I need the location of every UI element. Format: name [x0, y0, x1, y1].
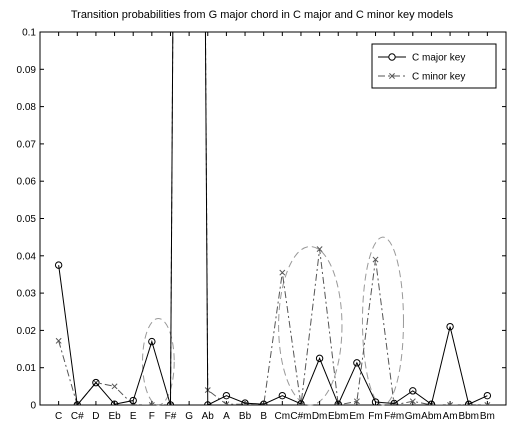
x-tick-label: G [185, 411, 193, 422]
x-tick-label: Bm [480, 411, 495, 422]
y-tick-label: 0.06 [17, 177, 37, 188]
point-x [167, 402, 174, 405]
point-circle [390, 399, 398, 405]
x-tick-label: B [260, 411, 267, 422]
plot-area [39, 31, 507, 406]
point-circle [315, 354, 324, 363]
x-tick-label: C [55, 411, 62, 422]
legend-box [371, 43, 497, 89]
point-x [484, 402, 491, 405]
y-tick-label: 0.1 [22, 28, 36, 39]
point-circle [483, 391, 492, 400]
x-tick-label: D [92, 411, 99, 422]
x-tick-label: Abm [421, 411, 442, 422]
legend-marker-circle [388, 53, 396, 61]
point-x [111, 383, 118, 390]
point-x [353, 398, 360, 405]
point-circle [110, 400, 119, 405]
series-layer [54, 32, 492, 405]
x-tick-label: Am [443, 411, 458, 422]
y-tick-label: 0.04 [17, 251, 37, 262]
legend-marker-x [389, 73, 395, 79]
point-circle [334, 400, 342, 405]
point-circle [278, 391, 287, 400]
point-x [279, 269, 286, 276]
point-x [55, 337, 62, 344]
y-tick-label: 0.09 [17, 65, 37, 76]
x-tick-label: C# [71, 411, 84, 422]
x-tick-label: Em [349, 411, 364, 422]
point-circle [297, 400, 305, 405]
point-circle [148, 337, 156, 346]
point-x [316, 246, 323, 253]
point-circle [371, 398, 380, 405]
point-x [447, 402, 454, 405]
point-circle [446, 322, 454, 331]
x-tick-label: E [130, 411, 137, 422]
point-circle [259, 400, 268, 405]
point-circle [166, 401, 175, 405]
x-tick-label: C#m [290, 411, 311, 422]
legend-label: C minor key [412, 72, 465, 83]
point-circle [73, 401, 81, 405]
point-circle [427, 400, 436, 405]
x-tick-label: Bbm [458, 411, 479, 422]
x-tick-label: A [223, 411, 230, 422]
point-x [335, 402, 342, 405]
y-tick-label: 0.01 [17, 363, 37, 374]
y-axis: 0 0.01 0.02 0.03 0.04 0.05 0.06 0.07 0.08 0.09 0.1 [17, 28, 506, 412]
legend-label: C major key [412, 53, 465, 64]
y-tick-label: 0.08 [17, 102, 37, 113]
highlight-ellipse-cm-dm [278, 245, 343, 406]
x-tick-label: Gm [405, 411, 421, 422]
x-tick-label: Dm [312, 411, 328, 422]
point-circle [241, 399, 249, 405]
point-circle [222, 391, 231, 400]
point-x [372, 256, 379, 263]
y-tick-label: 0.03 [17, 289, 37, 300]
highlight-ellipse-fm [361, 236, 404, 406]
point-x [409, 398, 416, 405]
point-circle [92, 378, 100, 387]
point-x [148, 402, 155, 405]
point-circle [54, 261, 63, 269]
point-x [223, 401, 230, 405]
x-tick-label: Cm [275, 411, 291, 422]
x-tick-label: Bb [239, 411, 252, 422]
x-tick-label: F#m [384, 411, 404, 422]
y-tick-label: 0 [30, 401, 36, 412]
x-tick-label: Eb [108, 411, 121, 422]
point-circle [129, 396, 137, 405]
point-circle [204, 401, 212, 405]
legend: C major key C minor key [371, 43, 497, 89]
y-tick-label: 0.02 [17, 326, 37, 337]
x-tick-label: Ab [202, 411, 215, 422]
y-tick-label: 0.07 [17, 139, 37, 150]
x-tick-label: F# [165, 411, 177, 422]
chart-title: Transition probabilities from G major ch… [71, 9, 454, 21]
x-tick-label: Ebm [328, 411, 349, 422]
x-axis: C C# D Eb E F F# G Ab A Bb B Cm C#m Dm Ebm Em Fm F#m Gm Abm A… [55, 32, 495, 422]
x-tick-label: F [149, 411, 155, 422]
x-tick-label: Fm [368, 411, 382, 422]
point-circle [353, 359, 361, 367]
point-circle [465, 400, 473, 405]
point-circle [409, 387, 417, 395]
y-tick-label: 0.05 [17, 214, 37, 225]
